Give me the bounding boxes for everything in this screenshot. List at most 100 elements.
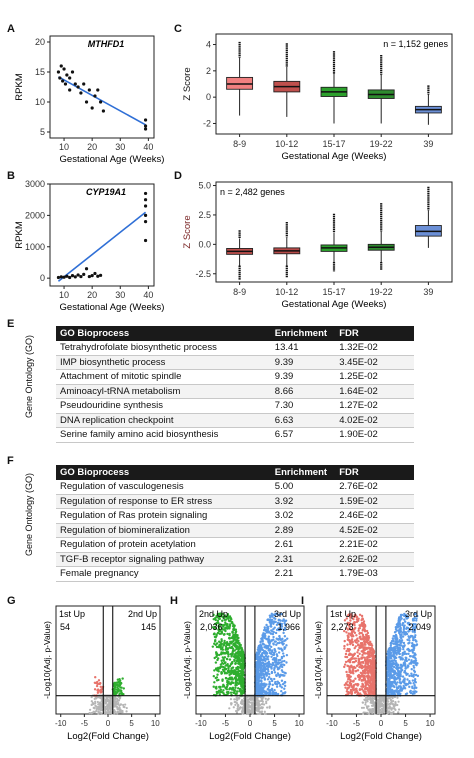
volcano-point-left — [218, 624, 221, 627]
y-axis-label: Z Score — [182, 67, 193, 100]
volcano-point-left — [350, 613, 353, 616]
volcano-point-right — [413, 644, 416, 648]
volcano-point-left — [348, 613, 351, 616]
data-point — [65, 274, 69, 278]
volcano-point-right — [413, 635, 417, 639]
volcano-point-left — [362, 625, 366, 628]
right-group-count: 2,049 — [408, 622, 431, 632]
data-point — [143, 191, 148, 196]
volcano-point-left — [343, 629, 346, 633]
volcano-point-ns — [371, 711, 374, 715]
volcano-point-right — [262, 633, 265, 637]
volcano-point-left — [228, 634, 231, 637]
volcano-point-right — [274, 659, 277, 662]
volcano-point-left — [221, 678, 224, 681]
data-point — [143, 220, 148, 224]
volcano-point-ns — [390, 702, 393, 705]
x-tick-label: 20 — [87, 142, 97, 152]
volcano-point-ns — [233, 698, 236, 701]
volcano-point-right — [282, 655, 286, 658]
volcano-point-right — [118, 680, 121, 683]
volcano-point-left — [233, 672, 236, 675]
volcano-point-left — [367, 652, 370, 655]
volcano-point-right — [392, 665, 396, 669]
enrichment-cell: 2.31 — [270, 552, 336, 567]
volcano-point-right — [269, 632, 273, 635]
volcano-point-right — [402, 626, 406, 630]
volcano-point-left — [213, 656, 216, 660]
volcano-point-right — [388, 678, 391, 681]
volcano-point-right — [403, 682, 406, 685]
x-tick-label: 30 — [115, 290, 125, 300]
volcano-point-left — [220, 665, 224, 668]
volcano-point-right — [265, 623, 268, 627]
volcano-point-ns — [397, 711, 400, 714]
table-row: Attachment of mitotic spindle 9.39 1.25E-0… — [56, 369, 414, 385]
volcano-point-right — [396, 668, 399, 671]
volcano-point-left — [220, 632, 223, 635]
volcano-point-right — [392, 634, 395, 638]
volcano-point-ns — [236, 705, 240, 708]
volcano-point-left — [213, 642, 216, 645]
left-group-count: 2,273 — [331, 622, 354, 632]
volcano-point-left — [224, 629, 227, 633]
volcano-point-ns — [247, 711, 250, 714]
volcano-point-right — [415, 686, 418, 689]
volcano-point-left — [352, 689, 356, 692]
volcano-point-left — [237, 669, 240, 673]
volcano-point-ns — [379, 703, 382, 706]
fdr-cell: 1.64E-02 — [335, 384, 414, 399]
volcano-point-left — [230, 655, 233, 658]
volcano-point-left — [232, 636, 235, 640]
volcano-point-left — [351, 634, 354, 637]
volcano-point-right — [271, 683, 274, 687]
volcano-point-right — [282, 631, 285, 635]
volcano-point-right — [267, 638, 271, 641]
volcano-point-left — [350, 685, 354, 689]
volcano-point-right — [408, 623, 412, 627]
volcano-point-left — [372, 651, 375, 655]
data-point — [62, 275, 66, 279]
volcano-point-left — [225, 650, 229, 653]
volcano-point-left — [371, 649, 375, 653]
volcano-point-right — [401, 623, 404, 627]
volcano-point-right — [413, 613, 416, 616]
enrichment-cell: 3.02 — [270, 508, 336, 524]
volcano-point-left — [241, 670, 245, 674]
volcano-point-ns — [234, 703, 237, 706]
volcano-point-right — [405, 692, 409, 695]
volcano-point-right — [414, 634, 417, 637]
volcano-point-right — [400, 633, 403, 636]
volcano-point-left — [235, 672, 238, 676]
volcano-point-left — [352, 623, 356, 626]
data-point — [59, 64, 63, 68]
volcano-point-right — [413, 631, 416, 634]
volcano-point-right — [273, 691, 276, 695]
data-point — [82, 272, 86, 276]
volcano-point-left — [222, 662, 225, 665]
volcano-point-right — [411, 679, 415, 682]
volcano-point-right — [283, 663, 286, 667]
volcano-point-right — [413, 627, 417, 631]
x-tick-label: -5 — [81, 719, 89, 728]
volcano-point-left — [360, 678, 364, 682]
chart-zscore-box-d: -2.5 0.0 2.5 5.0 8-9 10-12 15-17 19-22 39 n = 2,4… — [182, 181, 453, 310]
data-point — [98, 273, 103, 277]
volcano-point-right — [414, 657, 417, 660]
volcano-point-left — [344, 686, 347, 689]
volcano-point-right — [282, 628, 286, 632]
data-point — [98, 100, 103, 104]
x-tick-label: 20 — [87, 290, 97, 300]
data-point — [143, 204, 148, 208]
volcano-point-left — [371, 669, 375, 673]
table-row: TGF-B receptor signaling pathway 2.31 2.62… — [56, 552, 414, 567]
volcano-point-right — [273, 677, 276, 681]
volcano-point-left — [360, 661, 363, 664]
volcano-point-right — [388, 660, 392, 663]
volcano-point-left — [236, 657, 240, 660]
volcano-point-left — [346, 683, 350, 687]
volcano-point-right — [120, 692, 124, 695]
volcano-point-ns — [387, 711, 390, 715]
volcano-point-ns — [373, 709, 376, 712]
data-point — [70, 70, 75, 74]
